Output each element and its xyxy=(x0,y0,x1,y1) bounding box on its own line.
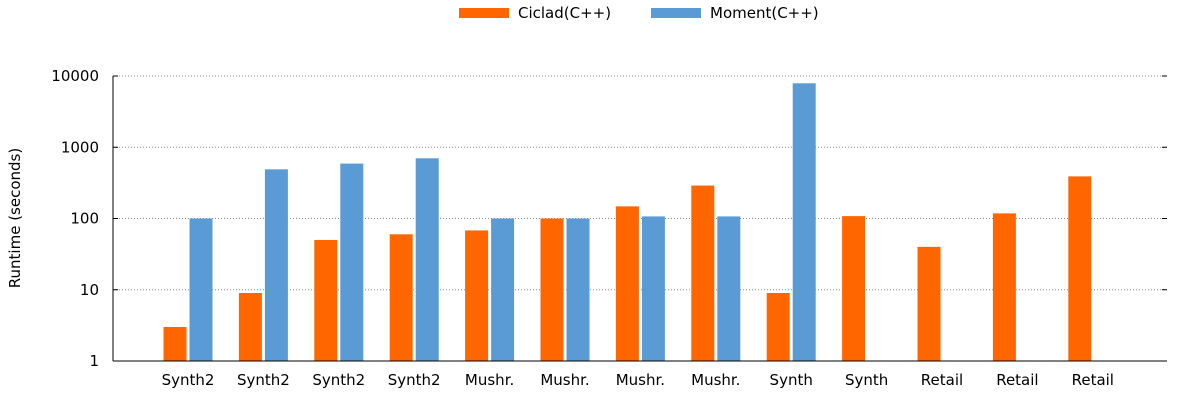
x-tick-label: Synth2 xyxy=(237,371,290,389)
bar-moment xyxy=(566,218,590,361)
bar-ciclad xyxy=(842,216,866,361)
x-tick-label: Synth2 xyxy=(312,371,365,389)
y-tick-label: 1 xyxy=(89,352,99,370)
axes xyxy=(112,76,1167,362)
y-tick-labels: 1 10 100 1000 10000 xyxy=(51,67,99,370)
x-tick-label: Synth xyxy=(845,371,888,389)
x-tick-label: Mushr. xyxy=(465,371,514,389)
x-tick-label: Synth xyxy=(770,371,813,389)
x-tick-label: Retail xyxy=(996,371,1038,389)
bar-ciclad xyxy=(238,293,262,361)
bar-ciclad xyxy=(465,230,489,361)
y-tick-label: 1000 xyxy=(61,138,99,156)
legend-swatch-moment xyxy=(651,8,701,18)
x-tick-labels: Synth2 Synth2 Synth2 Synth2 Mushr. Mushr. Mush… xyxy=(162,371,1114,389)
y-tick-label: 10000 xyxy=(51,67,99,85)
y-tick-label: 100 xyxy=(70,210,99,228)
x-tick-label: Mushr. xyxy=(691,371,740,389)
bar-ciclad xyxy=(389,234,413,361)
x-tick-label: Synth2 xyxy=(162,371,215,389)
x-tick-label: Retail xyxy=(921,371,963,389)
bar-ciclad xyxy=(766,293,790,361)
legend-label-ciclad: Ciclad(C++) xyxy=(518,4,611,22)
bar-moment xyxy=(641,216,665,361)
bar-moment xyxy=(717,216,741,361)
bar-ciclad xyxy=(992,213,1016,361)
legend: Ciclad(C++) Moment(C++) xyxy=(459,4,819,22)
bar-ciclad xyxy=(1068,176,1092,361)
y-tick-label: 10 xyxy=(80,281,99,299)
bar-ciclad xyxy=(917,246,941,361)
bar-moment xyxy=(189,218,213,361)
y-axis-label: Runtime (seconds) xyxy=(6,148,24,288)
bar-moment xyxy=(415,158,439,361)
bar-moment xyxy=(491,218,515,361)
bar-ciclad xyxy=(691,185,715,361)
legend-label-moment: Moment(C++) xyxy=(710,4,819,22)
bar-moment xyxy=(264,169,288,361)
bar-ciclad xyxy=(540,218,564,361)
x-tick-label: Mushr. xyxy=(616,371,665,389)
bar-ciclad xyxy=(163,327,187,361)
x-tick-label: Mushr. xyxy=(540,371,589,389)
bar-moment xyxy=(792,83,816,361)
bar-moment xyxy=(340,163,364,361)
bars xyxy=(163,83,1092,361)
x-tick-label: Retail xyxy=(1072,371,1114,389)
bar-ciclad xyxy=(615,206,639,361)
bar-ciclad xyxy=(314,239,338,361)
x-tick-label: Synth2 xyxy=(388,371,441,389)
legend-swatch-ciclad xyxy=(459,8,509,18)
